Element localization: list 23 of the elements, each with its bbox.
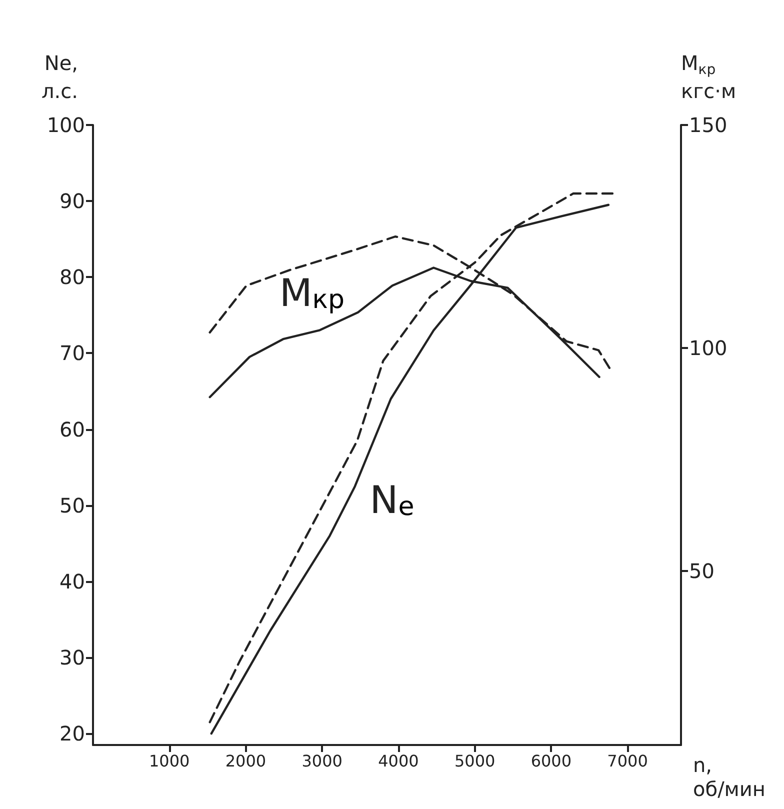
y-tick-label: 40 [60,569,85,594]
y-tick-label: 80 [60,265,85,290]
x-tick-label: 4000 [378,752,419,770]
y2-tick-label: 50 [689,559,714,584]
y-tick-label: 20 [60,722,85,746]
y2-tick-label: 150 [689,113,728,137]
x-tick-label: 3000 [302,752,342,770]
y-tick-label: 90 [60,189,85,214]
annotation: Ne [370,478,414,522]
x-tick-label: 6000 [530,752,572,770]
y-tick-label: 100 [46,113,85,137]
x-tick-label: 7000 [607,752,648,770]
y-tick-label: 50 [60,493,85,518]
y-tick-label: 60 [60,417,85,442]
y-tick-label: 30 [60,646,85,670]
y-axis-title: Ne, л.с. [42,51,78,103]
y-tick-label: 70 [60,341,85,366]
annotation: Mкр [280,271,344,315]
y2-tick-label: 100 [689,336,728,360]
x-tick-label: 1000 [149,752,190,770]
x-tick-label: 2000 [225,752,266,770]
x-tick-label: 5000 [454,752,496,770]
x-axis-title: n, об/мин [693,753,766,801]
